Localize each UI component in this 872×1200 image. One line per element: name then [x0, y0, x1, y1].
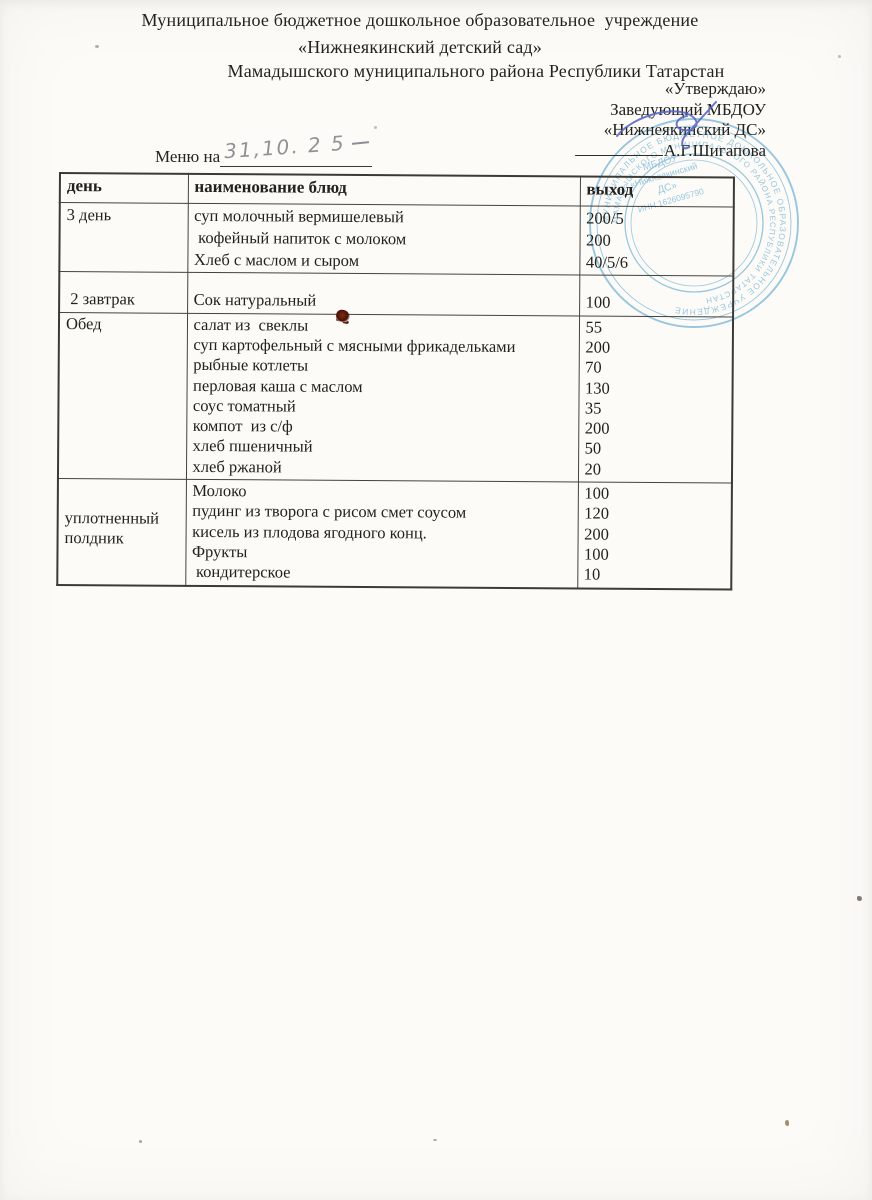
org-title-line-3: Мамадышского муниципального района Респу…: [227, 61, 725, 81]
col-header-day: день: [59, 173, 188, 204]
output-value: 200: [584, 418, 610, 438]
output-value: 55: [585, 317, 603, 337]
col-header-output: выход: [579, 176, 734, 207]
dish-name: Молоко: [192, 480, 247, 501]
dishes-cell: Сок натуральный: [187, 272, 580, 316]
col-header-dishes: наименование блюд: [187, 173, 580, 206]
dish-name: Хлеб с маслом и сыром: [193, 249, 360, 270]
table-row: 2 завтрак Сок натуральный 100: [59, 271, 734, 317]
dish-name: салат из свеклы: [193, 314, 309, 335]
output-value: 200: [585, 230, 611, 250]
approval-block: «Утверждаю» Заведующий МБДОУ «Нижнеякинс…: [574, 79, 766, 162]
dish-name: соус томатный: [192, 395, 296, 416]
dish-name: Фрукты: [191, 541, 248, 562]
signature-row: А.Г.Шигапова: [574, 140, 766, 162]
table-row: уплотненный полдник Молоко пудинг из творо…: [57, 478, 732, 590]
menu-table: день наименование блюд выход 3 день суп м…: [56, 172, 735, 591]
output-value: 40/5/6: [585, 252, 629, 272]
table-row: 3 день суп молочный вермишелевый кофейный…: [59, 202, 734, 277]
output-cell: 100 120 200 100 10: [577, 482, 732, 590]
menu-table-body: 3 день суп молочный вермишелевый кофейный…: [57, 202, 734, 590]
handwritten-date: 31,10. 2 5: [223, 130, 347, 164]
signature-loop-stroke: [616, 110, 698, 137]
handwritten-signature: [616, 101, 717, 150]
output-value: 10: [583, 564, 601, 584]
output-value: 100: [584, 483, 610, 503]
output-value: 200: [585, 337, 611, 357]
output-cell: 55 200 70 130 35 200 50 20: [577, 315, 734, 484]
dishes-cell: Молоко пудинг из творога с рисом смет соу…: [185, 479, 578, 588]
dish-name: хлеб ржаной: [192, 456, 282, 477]
dishes-cell: салат из свеклы суп картофельный с мясным…: [185, 313, 580, 483]
approve-label: «Утверждаю»: [664, 79, 766, 98]
menu-table-wrap: день наименование блюд выход 3 день суп м…: [56, 172, 735, 591]
dish-name: Сок натуральный: [193, 290, 317, 311]
handwritten-date-dash: [351, 141, 370, 145]
menu-date-underline: [220, 166, 372, 167]
dish-name: суп молочный вермишелевый: [194, 205, 404, 227]
scan-speck: [95, 45, 99, 48]
table-header-row: день наименование блюд выход: [59, 173, 734, 207]
dish-name: пудинг из творога с рисом смет соусом: [192, 501, 467, 523]
meal-name-cell: 2 завтрак: [59, 271, 188, 314]
output-value: 70: [585, 357, 602, 377]
dish-name: компот из с/ф: [192, 416, 293, 436]
stamp-inner-ring-2: [630, 159, 758, 287]
scan-speck: [374, 126, 377, 129]
dish-name: перловая каша с маслом: [193, 375, 363, 396]
output-value: 130: [585, 378, 610, 398]
signature-diagonal-stroke: [681, 101, 717, 150]
approve-position: Заведующий МБДОУ: [610, 99, 766, 119]
round-stamp: МУНИЦИПАЛЬНОЕ БЮДЖЕТНОЕ ДОШКОЛЬНОЕ ОБРАЗ…: [589, 118, 799, 328]
output-value: 200: [584, 524, 609, 544]
org-title-line-2: «Нижнеякинский детский сад»: [298, 37, 542, 57]
dish-name: кондитерское: [191, 562, 291, 582]
output-cell: 200/5 200 40/5/6: [579, 205, 734, 277]
scan-speck: [433, 1139, 437, 1141]
output-value: 120: [584, 503, 610, 524]
output-value: 50: [584, 438, 602, 459]
table-row: Обед салат из свеклы суп картофельный с мя…: [57, 312, 734, 484]
scan-speck: [139, 1140, 142, 1143]
approver-name: А.Г.Шигапова: [663, 140, 766, 160]
scan-speck: [857, 896, 862, 901]
output-cell: 100: [579, 275, 734, 317]
dish-name: кофейный напиток с молоком: [194, 227, 407, 249]
output-value: 200/5: [586, 208, 624, 228]
signature-line: [574, 154, 663, 156]
scan-speck: [785, 1120, 789, 1126]
dishes-cell: суп молочный вермишелевый кофейный напит…: [187, 203, 580, 276]
stamp-inner-ring: [624, 153, 764, 293]
output-value: 20: [584, 459, 602, 479]
dish-name: хлеб пшеничный: [192, 436, 313, 457]
stamp-center-line-3: ДС»: [656, 180, 678, 196]
org-title-line-1: Муниципальное бюджетное дошкольное образ…: [141, 10, 699, 30]
meal-name-cell: 3 день: [59, 202, 188, 273]
meal-name-cell: Обед: [57, 312, 188, 480]
output-value: 35: [584, 398, 602, 418]
dish-name: кисель из плодова ягодного конц.: [192, 521, 427, 543]
scan-speck: [838, 55, 841, 58]
output-value: 100: [585, 292, 611, 313]
meal-name-cell: уплотненный полдник: [57, 478, 186, 586]
output-value: 100: [583, 544, 609, 564]
dish-name: суп картофельный с мясными фрикадельками: [193, 334, 516, 357]
dish-name: рыбные котлеты: [193, 355, 309, 375]
menu-label: Меню на: [155, 147, 221, 166]
